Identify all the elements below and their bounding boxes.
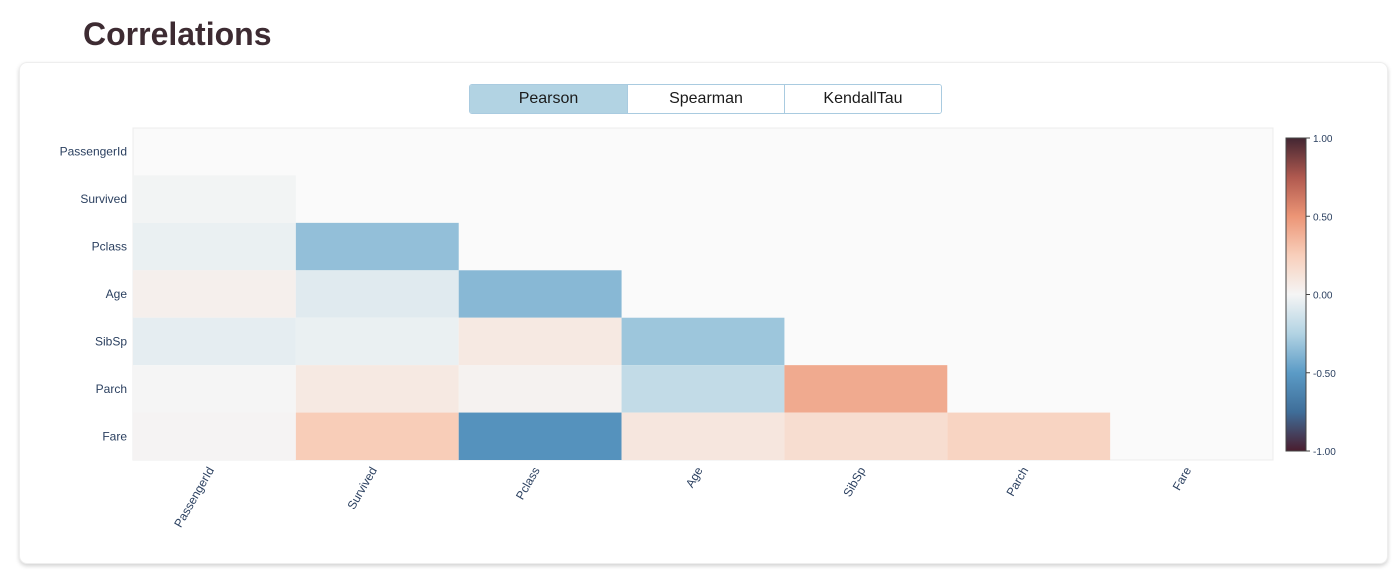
x-tick-label: Age	[683, 464, 706, 490]
heatmap-cell	[458, 412, 622, 460]
heatmap-cell	[458, 270, 622, 318]
colorbar-tick-label: 0.50	[1313, 212, 1333, 223]
tab-spearman[interactable]: Spearman	[627, 85, 784, 113]
heatmap-cell	[784, 365, 948, 413]
heatmap-cell	[621, 412, 785, 460]
page-title: Correlations	[83, 16, 272, 52]
heatmap-cell	[133, 175, 296, 223]
y-tick-label: Survived	[80, 192, 127, 206]
x-tick-label: Survived	[344, 465, 379, 512]
x-tick-label: Fare	[1170, 464, 1195, 493]
heatmap-cell	[458, 317, 622, 366]
y-tick-label: Age	[106, 287, 128, 301]
x-tick-label: SibSp	[840, 464, 868, 499]
tab-kendalltau[interactable]: KendallTau	[784, 85, 941, 113]
colorbar-tick-label: -0.50	[1313, 369, 1336, 380]
heatmap-cell	[133, 317, 296, 366]
x-tick-label: Pclass	[513, 465, 543, 503]
heatmap-cell	[458, 365, 622, 413]
heatmap-cell	[621, 317, 785, 366]
heatmap-cell	[621, 365, 785, 413]
heatmap-cell	[295, 365, 459, 413]
heatmap-cell	[295, 222, 459, 271]
heatmap-cell	[784, 412, 948, 460]
heatmap-cell	[133, 270, 296, 318]
heatmap-cell	[295, 317, 459, 366]
heatmap-cell	[133, 412, 296, 460]
y-tick-label: Pclass	[92, 240, 127, 254]
heatmap-cell	[295, 270, 459, 318]
tab-pearson[interactable]: Pearson	[470, 85, 627, 113]
colorbar	[1285, 137, 1307, 452]
colorbar-tick-label: 1.00	[1313, 134, 1333, 145]
colorbar-tick-label: 0.00	[1313, 291, 1333, 302]
heatmap-cell	[295, 412, 459, 460]
y-tick-label: PassengerId	[60, 145, 127, 159]
x-tick-label: PassengerId	[171, 465, 217, 530]
y-tick-label: Parch	[96, 382, 127, 396]
x-tick-label: Parch	[1004, 465, 1032, 499]
colorbar-tick-label: -1.00	[1313, 447, 1336, 458]
heatmap-cell	[133, 365, 296, 413]
y-tick-label: SibSp	[95, 334, 127, 348]
y-tick-label: Fare	[102, 429, 127, 443]
correlation-method-tabs: Pearson Spearman KendallTau	[469, 84, 942, 114]
heatmap-cell	[947, 412, 1111, 460]
heatmap-cell	[133, 222, 296, 271]
